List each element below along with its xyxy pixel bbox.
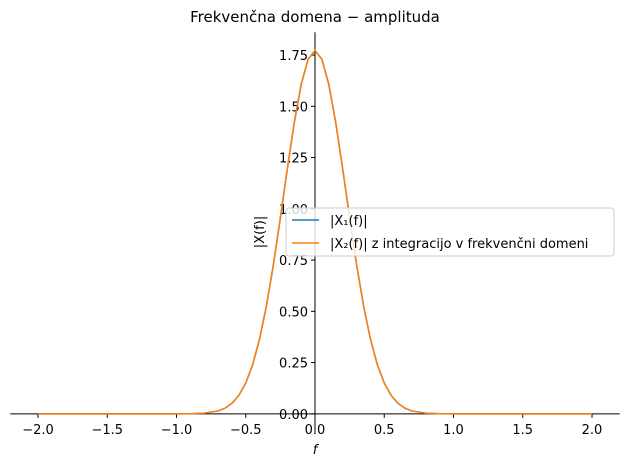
chart-title: Frekvenčna domena − amplituda (190, 8, 440, 26)
y-tick-label: 1.75 (279, 49, 308, 64)
legend-label: |X₂(f)| z integracijo v frekvenčni domen… (330, 237, 588, 252)
x-axis-label: f (313, 443, 320, 458)
y-tick-label: 0.50 (279, 305, 308, 320)
data-line (38, 49, 592, 415)
x-tick-label: −1.5 (91, 423, 123, 438)
y-tick-label: 1.50 (279, 100, 308, 115)
x-tick-label: 1.5 (512, 423, 533, 438)
y-tick-label: 0.25 (279, 357, 308, 372)
x-tick-label: −1.0 (161, 423, 193, 438)
legend: |X₁(f)| |X₂(f)| z integracijo v frekvenčn… (285, 207, 615, 257)
x-tick-label: −0.5 (230, 423, 262, 438)
legend-box (285, 207, 615, 257)
y-tick-label: 0.75 (279, 254, 308, 269)
x-tick-label: −2.0 (22, 423, 54, 438)
y-axis-label: |X(f)| (253, 216, 268, 248)
y-tick-label: 1.25 (279, 152, 308, 167)
x-tick-label: 1.0 (443, 423, 464, 438)
y-tick-label: 0.00 (279, 408, 308, 423)
x-tick-label: 0.5 (374, 423, 395, 438)
x-tick-label: 0.0 (305, 423, 326, 438)
x-tick-label: 2.0 (582, 423, 603, 438)
legend-label: |X₁(f)| (330, 214, 368, 229)
